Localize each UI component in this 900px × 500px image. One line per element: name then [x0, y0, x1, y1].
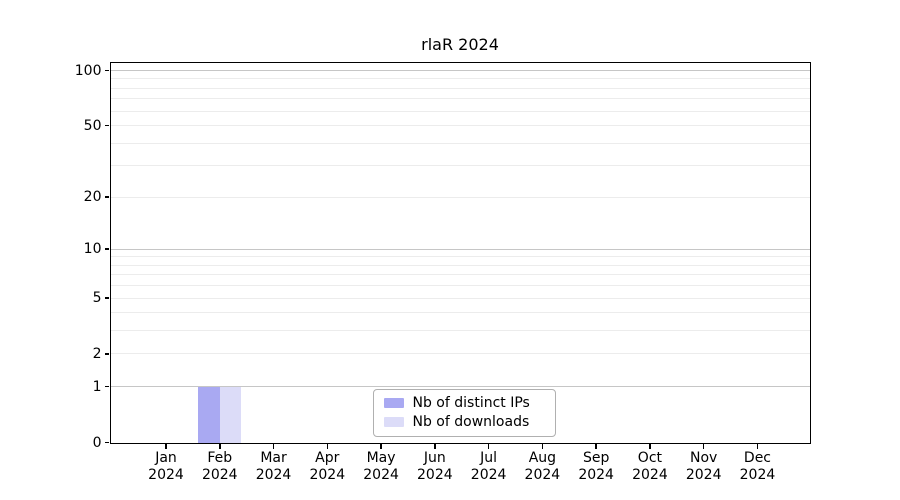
- x-tick: [756, 444, 759, 449]
- y-tick: [104, 353, 109, 355]
- x-tick: [649, 444, 651, 449]
- y-tick: [104, 124, 109, 127]
- h-gridline-minor: [110, 110, 810, 112]
- y-tick: [104, 69, 109, 72]
- h-gridline-minor: [110, 297, 810, 299]
- h-gridline-minor: [110, 285, 810, 287]
- h-gridline-minor: [110, 196, 810, 198]
- x-tick-year: 2024: [524, 467, 561, 483]
- x-tick-label: Sep 2024: [578, 449, 614, 484]
- legend-swatch-distinct-ips-icon: [383, 398, 404, 408]
- h-gridline-minor: [110, 125, 810, 127]
- h-gridline-minor: [110, 165, 810, 167]
- x-tick-label: Nov 2024: [685, 449, 722, 484]
- y-tick: [104, 441, 109, 444]
- legend-swatch-downloads-icon: [383, 417, 404, 427]
- h-gridline-major: [110, 248, 810, 250]
- x-tick-year: 2024: [201, 467, 238, 483]
- x-tick-year: 2024: [632, 467, 668, 483]
- x-tick-label: Aug 2024: [524, 449, 561, 484]
- x-tick: [541, 444, 544, 449]
- h-gridline-minor: [110, 353, 810, 355]
- x-tick-label: Dec 2024: [739, 449, 776, 484]
- x-tick: [326, 444, 329, 449]
- x-tick-year: 2024: [685, 467, 722, 483]
- x-tick: [165, 444, 167, 449]
- x-tick-year: 2024: [255, 467, 292, 483]
- h-gridline-minor: [110, 87, 810, 89]
- y-tick-label: 100: [74, 62, 102, 79]
- x-tick-label: Oct 2024: [632, 449, 668, 484]
- y-tick: [104, 248, 109, 250]
- chart-title: rlaR 2024: [421, 35, 499, 54]
- x-tick-year: 2024: [148, 467, 184, 483]
- x-tick-label: Jan 2024: [148, 449, 184, 484]
- x-tick-label: May 2024: [363, 449, 399, 484]
- y-tick-label: 1: [92, 378, 102, 395]
- h-gridline-major: [110, 70, 810, 72]
- y-tick: [104, 196, 109, 198]
- x-tick-year: 2024: [309, 467, 346, 483]
- plot-area: 0 1 2 5 10 20 50 100 Jan 2024 Feb 2024 Mar 2024 Apr 202…: [75, 61, 811, 483]
- x-tick: [487, 444, 490, 449]
- bar-distinct-ips: [198, 386, 220, 443]
- legend-item-distinct-ips: Nb of distinct IPs: [383, 394, 547, 413]
- legend-item-downloads: Nb of downloads: [383, 413, 547, 432]
- x-tick-year: 2024: [578, 467, 614, 483]
- x-tick-label: Mar 2024: [255, 449, 292, 484]
- h-gridline-minor: [110, 256, 810, 258]
- x-tick: [595, 444, 597, 449]
- y-tick: [104, 385, 109, 388]
- h-gridline-minor: [110, 98, 810, 100]
- h-gridline-minor: [110, 142, 810, 144]
- x-tick: [702, 444, 705, 449]
- x-tick-label: Jul 2024: [470, 449, 507, 484]
- h-gridline-major: [110, 386, 810, 388]
- y-tick: [104, 297, 109, 299]
- x-tick-year: 2024: [470, 467, 507, 483]
- y-tick-label: 10: [83, 241, 102, 258]
- h-gridline-minor: [110, 312, 810, 314]
- x-tick-year: 2024: [739, 467, 776, 483]
- x-tick: [380, 444, 382, 449]
- y-tick-label: 0: [92, 434, 102, 451]
- x-tick: [434, 444, 436, 449]
- x-tick-label: Feb 2024: [201, 449, 238, 484]
- h-gridline-minor: [110, 330, 810, 332]
- y-tick-label: 5: [92, 290, 102, 307]
- x-tick: [272, 444, 275, 449]
- h-gridline-minor: [110, 274, 810, 276]
- legend: Nb of distinct IPs Nb of downloads: [372, 388, 556, 437]
- y-tick-label: 2: [92, 345, 102, 362]
- legend-label-distinct-ips: Nb of distinct IPs: [412, 395, 530, 411]
- h-gridline-minor: [110, 78, 810, 80]
- legend-label-downloads: Nb of downloads: [412, 414, 530, 430]
- x-tick-year: 2024: [363, 467, 399, 483]
- x-tick-year: 2024: [417, 467, 453, 483]
- h-gridline-minor: [110, 264, 810, 266]
- x-tick-label: Apr 2024: [309, 449, 346, 484]
- y-tick-label: 20: [83, 189, 102, 206]
- y-tick-label: 50: [83, 117, 102, 134]
- x-tick-label: Jun 2024: [417, 449, 453, 484]
- bar-downloads: [219, 386, 242, 443]
- x-tick: [219, 444, 221, 449]
